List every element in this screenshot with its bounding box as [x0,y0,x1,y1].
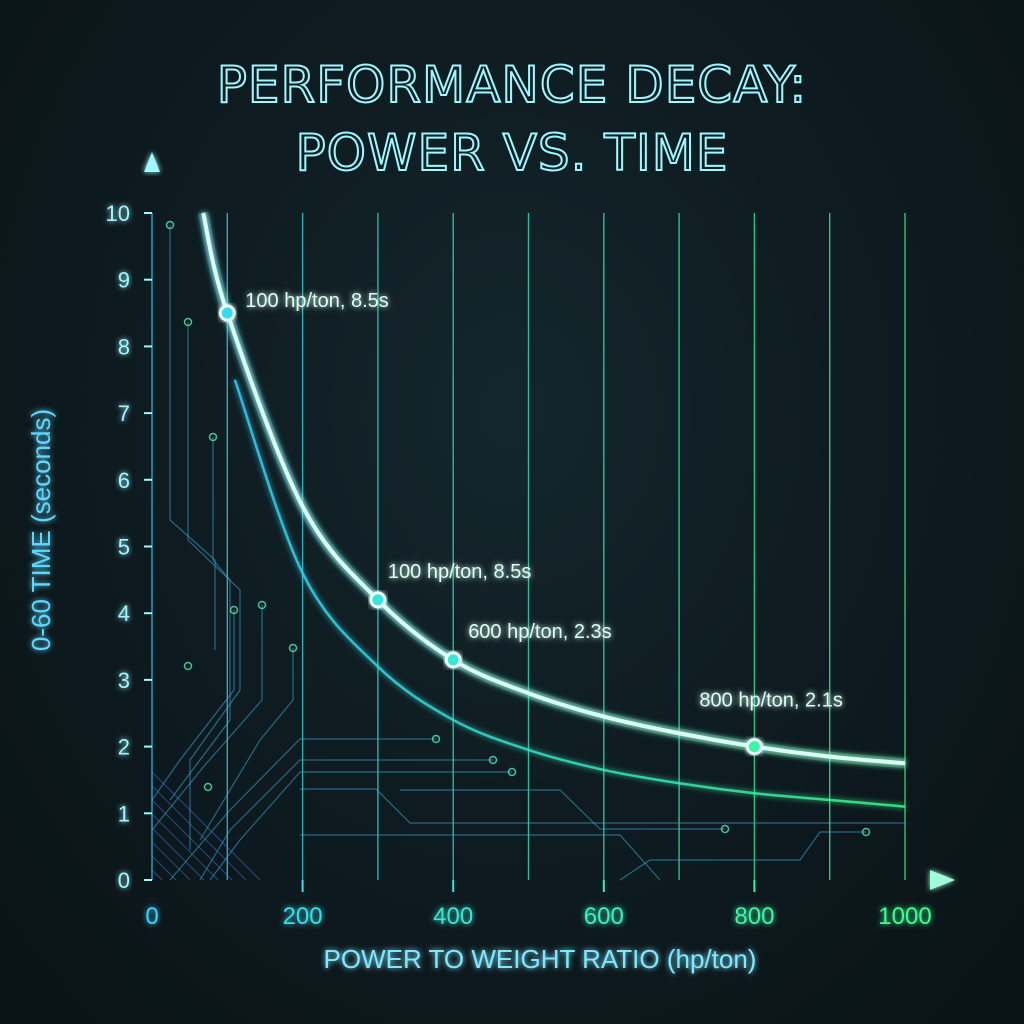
secondary-curve [233,379,906,808]
circuit-trace [169,225,216,650]
circuit-trace [300,788,905,824]
y-tick-label: 2 [118,735,130,760]
x-tick-label: 600 [584,903,624,930]
circuit-trace [169,738,436,881]
data-points: 100 hp/ton, 8.5s 100 hp/ton, 8.5s 600 hp/t… [218,290,843,756]
x-axis-arrow-icon [930,870,955,890]
circuit-node [431,734,441,744]
axes [144,152,955,892]
y-tick-label: 5 [118,535,130,560]
circuit-node [720,824,730,834]
data-point-marker [369,591,387,609]
circuit-trace [619,831,866,881]
hatch-line [151,841,191,881]
circuit-trace [199,648,294,841]
circuit-node [229,605,239,615]
circuit-node [165,220,175,230]
y-tick-label: 6 [118,468,130,493]
circuit-node [203,782,213,792]
circuit-trace [187,322,241,850]
chart-title-line-2: POWER VS. TIME [295,123,729,183]
y-tick-label: 3 [118,668,130,693]
circuit-trace [209,771,512,881]
y-axis-arrow-icon [144,152,160,172]
grid-lines [151,212,906,880]
chart-title-line-1: PERFORMANCE DECAY: [216,55,808,115]
hatch-line [151,771,261,881]
circuit-decoration [151,220,905,881]
data-point-marker [218,304,236,322]
circuit-trace [400,789,725,830]
data-point-label: 100 hp/ton, 8.5s [388,561,531,583]
hatch-line [151,785,247,881]
y-tick-label: 9 [118,268,130,293]
x-tick-label: 0 [145,903,158,930]
circuit-trace [151,605,263,831]
x-tick-label: 1000 [878,903,931,930]
x-tick-label: 400 [433,903,473,930]
x-tick-label: 800 [734,903,774,930]
hatch-line [151,827,205,881]
circuit-node [861,827,871,837]
y-tick-label: 10 [106,201,130,226]
circuit-trace [199,759,493,881]
circuit-trace [151,610,235,801]
data-point-label: 100 hp/ton, 8.5s [245,290,388,312]
circuit-node [488,755,498,765]
hatch-line [151,813,219,881]
circuit-node [507,767,517,777]
y-axis-title: 0-60 TIME (seconds) [26,409,56,651]
x-tick-label: 200 [283,903,323,930]
circuit-trace [169,437,231,801]
hatch-line [151,799,233,881]
circuit-trace [300,834,661,881]
circuit-node [208,432,218,442]
y-tick-label: 8 [118,334,130,359]
y-tick-label: 4 [118,601,130,626]
y-tick-label: 7 [118,401,130,426]
data-point-label: 800 hp/ton, 2.1s [699,690,842,712]
x-axis-title: POWER TO WEIGHT RATIO (hp/ton) [324,944,757,974]
circuit-node [257,600,267,610]
axis-labels: 0 1 2 3 4 5 6 7 8 9 10 0 200 400 600 800 1000 POWER TO WE… [26,201,932,974]
hatch-line [151,855,177,881]
y-tick-label: 0 [118,868,130,893]
data-point-marker [444,651,462,669]
circuit-node [183,317,193,327]
hatch-line [151,869,163,881]
y-tick-label: 1 [118,801,130,826]
data-point-marker [745,738,763,756]
data-point-label: 600 hp/ton, 2.3s [468,621,611,643]
circuit-node [288,643,298,653]
circuit-node [183,661,193,671]
